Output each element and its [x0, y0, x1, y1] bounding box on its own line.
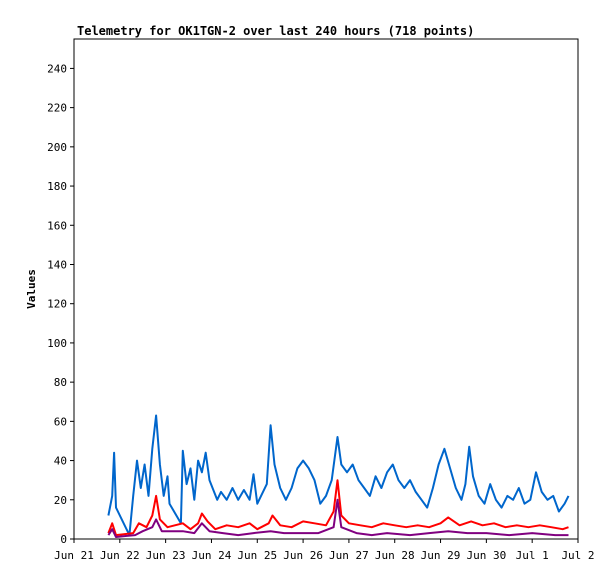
y-axis-label: Values: [25, 269, 38, 309]
x-tick-label: Jun 24: [192, 549, 232, 562]
y-tick-label: 0: [60, 533, 67, 546]
x-tick-label: Jun 25: [237, 549, 277, 562]
x-tick-label: Jun 21: [54, 549, 94, 562]
y-tick-label: 100: [47, 337, 67, 350]
y-tick-label: 220: [47, 102, 67, 115]
y-tick-label: 140: [47, 258, 67, 271]
plot-area: [73, 38, 579, 540]
y-axis: 0 20 40 60 80 100 120 140 160 180 200 220 240: [47, 62, 74, 546]
y-tick-label: 180: [47, 180, 67, 193]
series-line-2: [107, 479, 569, 537]
x-tick-label: Jul 1: [516, 549, 549, 562]
y-tick-label: 240: [47, 62, 67, 75]
y-tick-label: 120: [47, 298, 67, 311]
y-tick-label: 40: [54, 455, 67, 468]
y-tick-label: 80: [54, 376, 67, 389]
x-tick-label: Jun 23: [146, 549, 186, 562]
x-tick-label: Jun 28: [375, 549, 415, 562]
chart-title: Telemetry for OK1TGN-2 over last 240 hou…: [77, 24, 474, 38]
series-layer: [107, 414, 570, 538]
series-line-3: [107, 498, 569, 538]
y-tick-label: 20: [54, 494, 67, 507]
y-tick-label: 200: [47, 141, 67, 154]
x-tick-label: Jun 30: [466, 549, 506, 562]
x-tick-label: Jul 2: [561, 549, 594, 562]
x-tick-label: Jun 26: [283, 549, 323, 562]
x-tick-label: Jun 29: [421, 549, 461, 562]
x-tick-label: Jun 27: [329, 549, 369, 562]
y-tick-label: 160: [47, 219, 67, 232]
x-tick-label: Jun 22: [100, 549, 140, 562]
series-line-1: [107, 414, 570, 537]
x-axis: Jun 21 Jun 22 Jun 23 Jun 24 Jun 25 Jun 26 Jun …: [54, 539, 595, 562]
y-tick-label: 60: [54, 415, 67, 428]
